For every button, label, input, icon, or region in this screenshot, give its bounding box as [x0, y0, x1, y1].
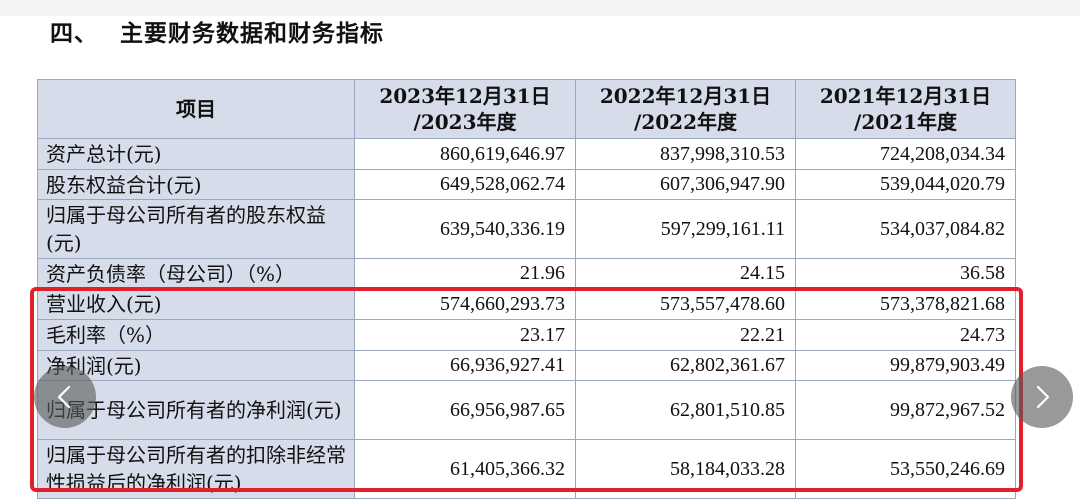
row-label: 营业收入(元)	[37, 288, 355, 320]
previous-button[interactable]	[34, 366, 96, 428]
cell-value: 837,998,310.53	[575, 138, 796, 170]
chevron-right-icon	[1036, 385, 1050, 409]
cell-value: 573,557,478.60	[575, 288, 796, 320]
cell-value: 58,184,033.28	[575, 439, 796, 499]
cell-value: 66,936,927.41	[354, 350, 576, 381]
header-2023: 2023年12月31日/2023年度	[354, 79, 576, 139]
table-row: 资产总计(元) 860,619,646.97 837,998,310.53 72…	[37, 138, 1016, 170]
table-row: 资产负债率（母公司）（%） 21.96 24.15 36.58	[37, 258, 1016, 289]
cell-value: 22.21	[575, 319, 796, 351]
row-label: 资产负债率（母公司）（%）	[37, 258, 355, 289]
table-row: 净利润(元) 66,936,927.41 62,802,361.67 99,87…	[37, 350, 1016, 381]
row-label: 毛利率（%）	[37, 319, 355, 351]
cell-value: 24.15	[575, 258, 796, 289]
cell-value: 53,550,246.69	[795, 439, 1016, 499]
cell-value: 23.17	[354, 319, 576, 351]
cell-value: 62,802,361.67	[575, 350, 796, 381]
chevron-left-icon	[57, 385, 71, 409]
cell-value: 539,044,020.79	[795, 169, 1016, 200]
cell-value: 534,037,084.82	[795, 199, 1016, 259]
cell-value: 597,299,161.11	[575, 199, 796, 259]
table-row: 毛利率（%） 23.17 22.21 24.73	[37, 319, 1016, 351]
header-item: 项目	[37, 79, 355, 139]
table-row: 归属于母公司所有者的净利润(元) 66,956,987.65 62,801,51…	[37, 380, 1016, 440]
row-label: 净利润(元)	[37, 350, 355, 381]
cell-value: 36.58	[795, 258, 1016, 289]
header-2021: 2021年12月31日/2021年度	[795, 79, 1016, 139]
section-title: 主要财务数据和财务指标	[120, 21, 384, 47]
table-row: 归属于母公司所有者的扣除非经常性损益后的净利润(元) 61,405,366.32…	[37, 439, 1016, 499]
next-button[interactable]	[1011, 366, 1073, 428]
cell-value: 607,306,947.90	[575, 169, 796, 200]
section-heading: 四、 主要财务数据和财务指标	[50, 18, 384, 50]
table-row: 股东权益合计(元) 649,528,062.74 607,306,947.90 …	[37, 169, 1016, 200]
row-label: 归属于母公司所有者的股东权益(元)	[37, 199, 355, 259]
cell-value: 724,208,034.34	[795, 138, 1016, 170]
cell-value: 24.73	[795, 319, 1016, 351]
cell-value: 860,619,646.97	[354, 138, 576, 170]
cell-value: 649,528,062.74	[354, 169, 576, 200]
cell-value: 99,872,967.52	[795, 380, 1016, 440]
table-row: 归属于母公司所有者的股东权益(元) 639,540,336.19 597,299…	[37, 199, 1016, 259]
cell-value: 61,405,366.32	[354, 439, 576, 499]
table-header-row: 项目 2023年12月31日/2023年度 2022年12月31日/2022年度…	[37, 79, 1016, 139]
cell-value: 639,540,336.19	[354, 199, 576, 259]
financial-data-table: 项目 2023年12月31日/2023年度 2022年12月31日/2022年度…	[37, 79, 1016, 499]
top-band	[0, 0, 1080, 16]
cell-value: 573,378,821.68	[795, 288, 1016, 320]
cell-value: 66,956,987.65	[354, 380, 576, 440]
cell-value: 62,801,510.85	[575, 380, 796, 440]
row-label: 股东权益合计(元)	[37, 169, 355, 200]
header-2022: 2022年12月31日/2022年度	[575, 79, 796, 139]
row-label: 归属于母公司所有者的扣除非经常性损益后的净利润(元)	[37, 439, 355, 499]
cell-value: 574,660,293.73	[354, 288, 576, 320]
row-label: 资产总计(元)	[37, 138, 355, 170]
section-number: 四、	[50, 21, 98, 47]
cell-value: 21.96	[354, 258, 576, 289]
table-row: 营业收入(元) 574,660,293.73 573,557,478.60 57…	[37, 288, 1016, 320]
cell-value: 99,879,903.49	[795, 350, 1016, 381]
